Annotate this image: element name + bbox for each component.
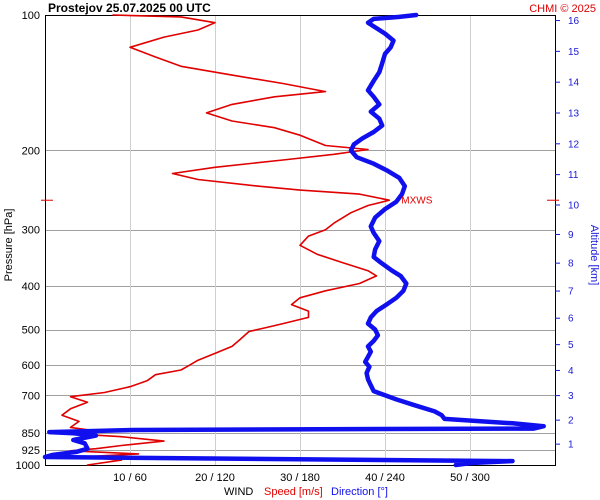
plot-frame (45, 15, 556, 466)
x-tick-label: 30 / 180 (280, 472, 320, 484)
altitude-tick-label: 2 (568, 416, 574, 427)
pressure-axis-title: Pressure [hPa] (3, 209, 15, 282)
credit-label: CHMI © 2025 (529, 3, 596, 15)
x-tick-label: 40 / 240 (365, 472, 405, 484)
max-wind-label: MXWS (401, 196, 432, 207)
chart-title: Prostejov 25.07.2025 00 UTC (48, 1, 211, 15)
altitude-tick-label: 12 (568, 139, 580, 150)
altitude-tick-label: 3 (568, 391, 574, 402)
altitude-tick-label: 5 (568, 340, 574, 351)
altitude-tick-label: 1 (568, 440, 574, 451)
altitude-tick-label: 10 (568, 200, 580, 211)
x-tick-label: 50 / 300 (450, 472, 490, 484)
altitude-tick-label: 13 (568, 108, 580, 119)
pressure-tick-label: 400 (22, 281, 40, 293)
pressure-tick-label: 1000 (16, 460, 40, 472)
x-axis-title: WIND (224, 486, 253, 498)
series-lines (42, 12, 546, 468)
pressure-tick-label: 600 (22, 360, 40, 372)
x-tick-label: 20 / 120 (195, 472, 235, 484)
pressure-tick-labels: 100 200 300 400 500 600 700 850 925 1000 (16, 10, 40, 472)
pressure-tick-label: 100 (22, 10, 40, 22)
altitude-tick-label: 4 (568, 366, 574, 377)
pressure-tick-label: 850 (22, 428, 40, 440)
pressure-tick-label: 925 (22, 445, 40, 457)
altitude-tick-label: 7 (568, 287, 574, 298)
direction-series-line (42, 12, 546, 468)
altitude-tick-label: 6 (568, 314, 574, 325)
direction-legend-label: Direction [°] (331, 486, 388, 498)
pressure-tick-label: 200 (22, 145, 40, 157)
altitude-tick-label: 16 (568, 16, 580, 27)
pressure-tick-label: 700 (22, 390, 40, 402)
pressure-tick-label: 300 (22, 225, 40, 237)
altitude-axis-title: Altitude [km] (588, 225, 600, 286)
max-wind-marker: MXWS (41, 196, 559, 207)
x-tick-labels: 10 / 60 20 / 120 30 / 180 40 / 240 50 / 300 (113, 472, 490, 484)
altitude-tick-label: 8 (568, 259, 574, 270)
speed-legend-label: Speed [m/s] (264, 486, 323, 498)
x-tick-label: 10 / 60 (113, 472, 147, 484)
x-axis-legend: WIND Speed [m/s] Direction [°] (224, 486, 388, 498)
altitude-tick-label: 14 (568, 78, 580, 89)
altitude-tick-label: 9 (568, 230, 574, 241)
altitude-tick-label: 11 (568, 170, 579, 181)
pressure-tick-label: 500 (22, 325, 40, 337)
grid (45, 15, 555, 466)
speed-series-line (61, 14, 391, 466)
altitude-tick-label: 15 (568, 47, 580, 58)
